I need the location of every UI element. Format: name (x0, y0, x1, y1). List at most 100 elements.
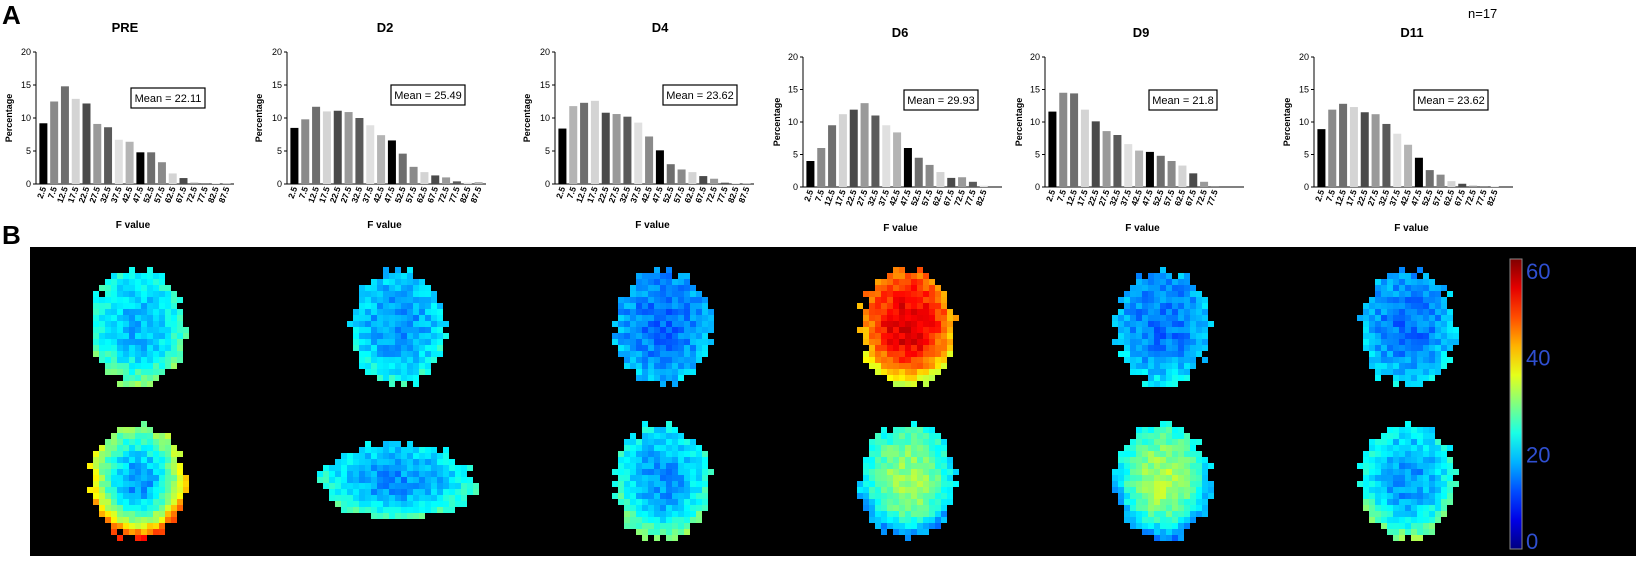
bar-77.5 (452, 181, 461, 184)
bar-22.5 (82, 103, 91, 184)
y-tick-label: 0 (793, 182, 798, 192)
x-axis-label: F value (635, 220, 670, 231)
bar-57.5 (157, 162, 166, 184)
bar-67.5 (947, 177, 956, 187)
x-axis-label: F value (367, 220, 402, 231)
bar-7.5 (569, 106, 578, 184)
bar-57.5 (409, 166, 418, 184)
bar-82.5 (463, 182, 472, 184)
histogram-d6: D605101520Percentage2.57.512.517.522.527… (772, 25, 1002, 234)
bar-17.5 (838, 114, 847, 187)
colorbar-tick-label: 60 (1526, 259, 1550, 284)
tumor-map-r1-c4 (1112, 421, 1214, 541)
bar-32.5 (104, 127, 113, 184)
bar-62.5 (1178, 165, 1187, 187)
tumor-map-r1-c2 (612, 421, 714, 541)
x-tick-label: 7.5 (1324, 188, 1338, 203)
y-tick-label: 15 (1299, 85, 1309, 95)
sample-size-label: n=17 (1468, 6, 1498, 21)
bar-22.5 (1360, 112, 1369, 187)
bar-62.5 (688, 172, 697, 184)
bar-22.5 (849, 109, 858, 187)
y-axis-label: Percentage (254, 94, 264, 143)
mean-annotation-box (903, 89, 979, 111)
histogram-panel: PRE 0 5 10 15 20 Percentage 2.5 7.5 12.5 17.5 22.5 2… (0, 0, 1643, 245)
bar-82.5 (211, 183, 220, 184)
tumor-map-r0-c1 (347, 267, 449, 387)
x-tick-label: 7.5 (565, 185, 579, 200)
bar-7.5 (817, 148, 826, 187)
mean-annotation-box (1148, 89, 1218, 111)
bar-27.5 (1102, 131, 1111, 187)
bar-17.5 (590, 100, 599, 184)
x-axis-label: F value (1394, 223, 1429, 234)
panel-label-a: A (2, 0, 21, 30)
bar-77.5 (1210, 186, 1219, 187)
y-axis-label: Percentage (522, 94, 532, 143)
bar-17.5 (71, 98, 80, 184)
bar-47.5 (655, 150, 664, 184)
mean-annotation-box (662, 84, 738, 106)
x-tick-label: 7.5 (46, 185, 60, 200)
chart-title: D2 (377, 20, 394, 35)
y-tick-label: 10 (1030, 117, 1040, 127)
x-tick-label: 2.5 (802, 188, 816, 203)
colorbar-tick-label: 20 (1526, 442, 1550, 467)
bar-52.5 (1156, 155, 1165, 187)
bar-7.5 (1059, 92, 1068, 187)
x-tick-label: 7.5 (1055, 188, 1069, 203)
y-tick-label: 0 (26, 179, 31, 189)
bar-22.5 (1091, 121, 1100, 187)
parametric-map-svg: 0 20 40 60 (87, 258, 1550, 554)
y-tick-label: 5 (1304, 150, 1309, 160)
x-axis-label: F value (116, 220, 151, 231)
bar-32.5 (1382, 123, 1391, 187)
tumor-map-r1-c3 (857, 421, 959, 541)
mean-annotation: Mean = 21.8 (1152, 95, 1213, 107)
bar-2.5 (1317, 129, 1326, 187)
tumor-map-r1-c0 (87, 421, 189, 541)
x-axis-label: F value (1125, 223, 1160, 234)
bar-17.5 (1080, 109, 1089, 187)
tumor-map-r1-c1 (317, 441, 479, 519)
y-tick-label: 20 (1299, 52, 1309, 62)
x-tick-label: 77.5 (1205, 188, 1220, 207)
bar-2.5 (39, 123, 48, 184)
y-tick-label: 5 (545, 146, 550, 156)
bar-2.5 (290, 127, 299, 184)
y-tick-label: 15 (788, 85, 798, 95)
y-tick-label: 15 (21, 80, 31, 90)
bar-17.5 (322, 111, 331, 184)
bar-12.5 (312, 106, 321, 184)
y-tick-label: 20 (1030, 52, 1040, 62)
x-axis-label: F value (883, 223, 918, 234)
y-tick-label: 0 (1035, 182, 1040, 192)
bar-42.5 (125, 141, 134, 184)
bar-67.5 (1458, 183, 1467, 187)
bar-82.5 (979, 185, 988, 187)
bar-42.5 (1404, 144, 1413, 187)
bar-42.5 (893, 132, 902, 187)
bar-22.5 (601, 112, 610, 184)
y-axis-label: Percentage (772, 98, 782, 147)
bar-57.5 (925, 164, 934, 187)
histogram-d11: D1105101520Percentage2.57.512.517.522.52… (1282, 25, 1513, 234)
bar-32.5 (623, 116, 632, 184)
bar-82.5 (731, 183, 740, 184)
y-tick-label: 5 (277, 146, 282, 156)
y-tick-label: 5 (1035, 150, 1040, 160)
bar-52.5 (666, 164, 675, 184)
y-tick-label: 10 (1299, 117, 1309, 127)
bar-77.5 (720, 182, 729, 184)
mean-annotation: Mean = 25.49 (394, 90, 462, 102)
bar-87.5 (474, 182, 483, 184)
x-tick-label: 87.5 (736, 185, 751, 204)
bar-7.5 (50, 101, 59, 184)
bar-12.5 (60, 86, 69, 184)
histogram-d2: D205101520Percentage2.57.512.517.522.527… (254, 20, 486, 231)
bar-87.5 (222, 183, 231, 184)
mean-annotation-box (1413, 89, 1489, 111)
bar-2.5 (558, 128, 567, 184)
y-tick-label: 15 (1030, 85, 1040, 95)
bar-72.5 (958, 177, 967, 187)
